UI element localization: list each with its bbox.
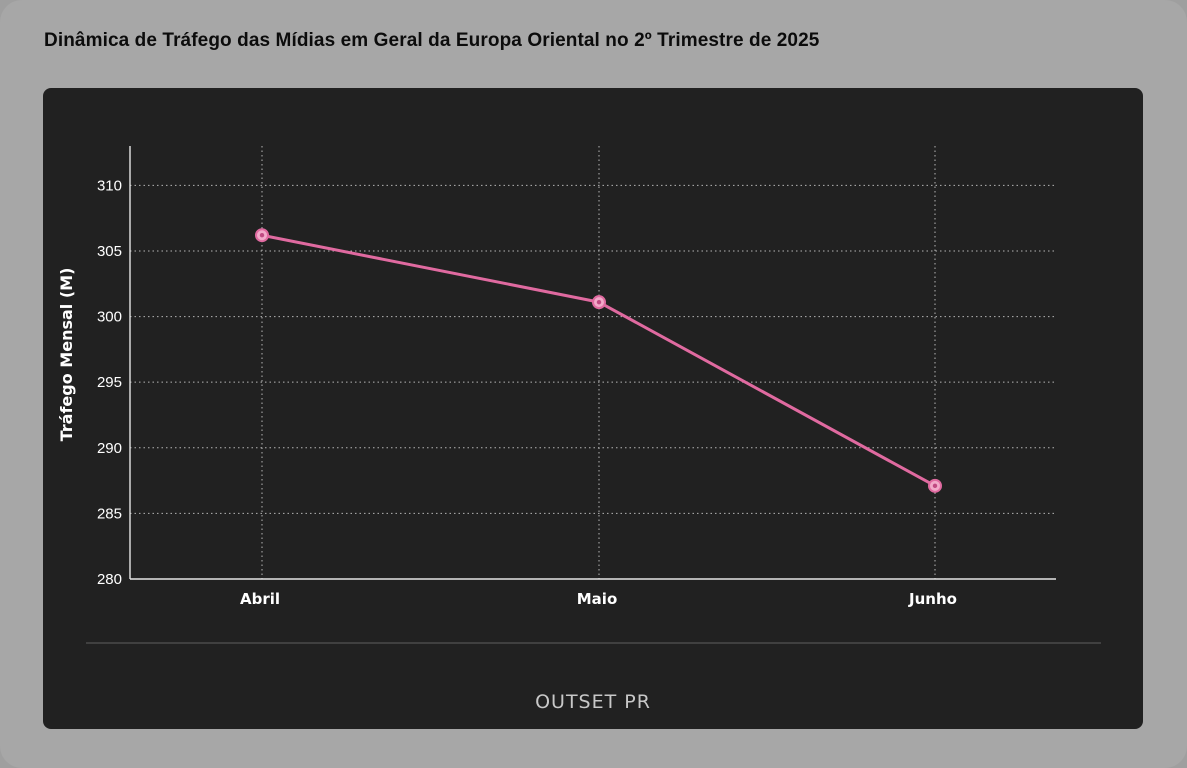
label-layer: 280 285 290 295 300 305 310 Abril Maio Junho Tráfe… (57, 177, 957, 608)
grid-layer (130, 146, 1056, 579)
series-layer (255, 228, 942, 493)
x-tick-label: Abril (240, 590, 280, 608)
brand-logo: OUTSET PR (535, 691, 651, 713)
y-tick-label: 280 (97, 571, 122, 588)
chart-title: Dinâmica de Tráfego das Mídias em Geral … (44, 30, 820, 51)
y-axis-label: Tráfego Mensal (M) (57, 268, 76, 442)
line-chart: 280 285 290 295 300 305 310 Abril Maio Junho Tráfe… (57, 146, 1101, 644)
y-tick-label: 285 (97, 505, 122, 522)
data-point-center (259, 233, 265, 238)
y-tick-label: 310 (97, 177, 122, 194)
y-tick-label: 300 (97, 309, 122, 326)
x-tick-label: Maio (577, 590, 618, 608)
y-tick-label: 290 (97, 440, 122, 457)
y-tick-label: 305 (97, 243, 122, 260)
y-tick-label: 295 (97, 374, 122, 391)
data-point-center (932, 483, 938, 489)
chart-panel: 280 285 290 295 300 305 310 Abril Maio Junho Tráfe… (43, 88, 1143, 729)
data-point-center (596, 299, 602, 305)
x-tick-label: Junho (908, 590, 957, 608)
axis-layer (129, 146, 1056, 580)
